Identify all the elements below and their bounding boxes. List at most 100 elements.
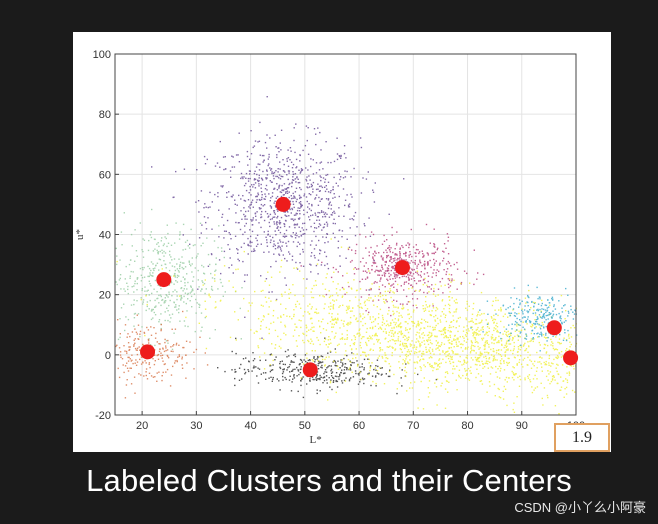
scatter-point [288,379,291,381]
scatter-point [476,328,478,331]
scatter-point [434,319,436,321]
scatter-point [321,261,323,264]
scatter-point [548,364,550,366]
scatter-point [299,372,302,374]
scatter-point [164,297,166,299]
scatter-point [320,210,323,212]
scatter-point [247,210,250,212]
scatter-point [450,281,452,283]
scatter-point [134,392,136,394]
scatter-point [513,379,515,381]
scatter-point [260,304,263,306]
scatter-point [390,256,392,258]
scatter-point [265,301,268,303]
scatter-point [500,310,502,312]
scatter-point [272,172,275,175]
scatter-point [164,338,166,341]
scatter-point [262,372,265,374]
scatter-point [343,325,345,327]
scatter-point [550,362,553,364]
scatter-point [118,376,121,379]
scatter-point [333,271,335,273]
scatter-point [480,354,482,357]
scatter-point [548,355,551,357]
scatter-point [359,313,361,315]
scatter-point [223,224,225,226]
scatter-point [278,151,280,153]
scatter-point [285,378,287,381]
scatter-point [309,359,311,362]
scatter-point [215,306,217,308]
scatter-point [358,299,360,301]
scatter-point [458,369,461,371]
scatter-point [149,272,151,274]
scatter-point [244,231,246,233]
scatter-point [339,289,341,291]
scatter-point [179,261,182,264]
scatter-point [139,222,141,224]
scatter-point [466,357,468,359]
scatter-point [519,319,521,321]
scatter-point [460,346,462,349]
scatter-point [174,273,176,275]
scatter-point [450,274,453,276]
scatter-point [531,300,533,303]
scatter-point [379,342,381,344]
scatter-point [295,187,298,189]
scatter-point [453,279,455,281]
scatter-point [517,339,519,341]
scatter-point [559,319,562,322]
scatter-point [204,203,206,205]
scatter-point [500,355,503,357]
scatter-point [284,235,286,237]
scatter-point [494,359,497,361]
scatter-point [164,363,166,365]
scatter-point [388,325,390,327]
scatter-point [531,386,533,388]
scatter-point [263,154,265,157]
scatter-point [352,376,355,378]
scatter-point [269,241,272,244]
scatter-point [154,238,156,241]
scatter-point [129,335,131,338]
scatter-point [339,373,341,376]
scatter-point [551,341,553,343]
scatter-point [465,318,468,321]
scatter-point [498,309,500,311]
scatter-point [410,284,413,286]
scatter-point [329,380,332,383]
scatter-point [166,224,168,226]
scatter-point [433,258,435,261]
scatter-point [279,239,281,241]
scatter-point [374,250,376,252]
scatter-point [300,265,302,267]
scatter-point [552,347,555,350]
scatter-point [281,245,283,247]
scatter-point [332,308,335,310]
scatter-point [314,311,316,314]
scatter-point [292,241,295,243]
scatter-point [138,346,140,348]
scatter-point [384,328,386,330]
scatter-point [174,360,177,362]
scatter-point [146,303,148,306]
scatter-point [404,253,406,255]
scatter-point [309,179,311,181]
scatter-point [123,371,125,374]
scatter-point [306,176,308,178]
scatter-point [341,333,343,335]
scatter-point [339,367,341,369]
scatter-point [422,283,424,286]
scatter-point [143,276,146,278]
scatter-point [429,341,432,344]
scatter-point [260,290,262,292]
scatter-point [458,376,460,378]
scatter-point [327,366,329,368]
scatter-point [125,350,128,353]
scatter-point [503,362,505,364]
scatter-point [317,312,320,314]
scatter-point [152,358,154,360]
scatter-point [271,291,273,293]
scatter-point [569,364,571,367]
scatter-point [265,372,267,374]
